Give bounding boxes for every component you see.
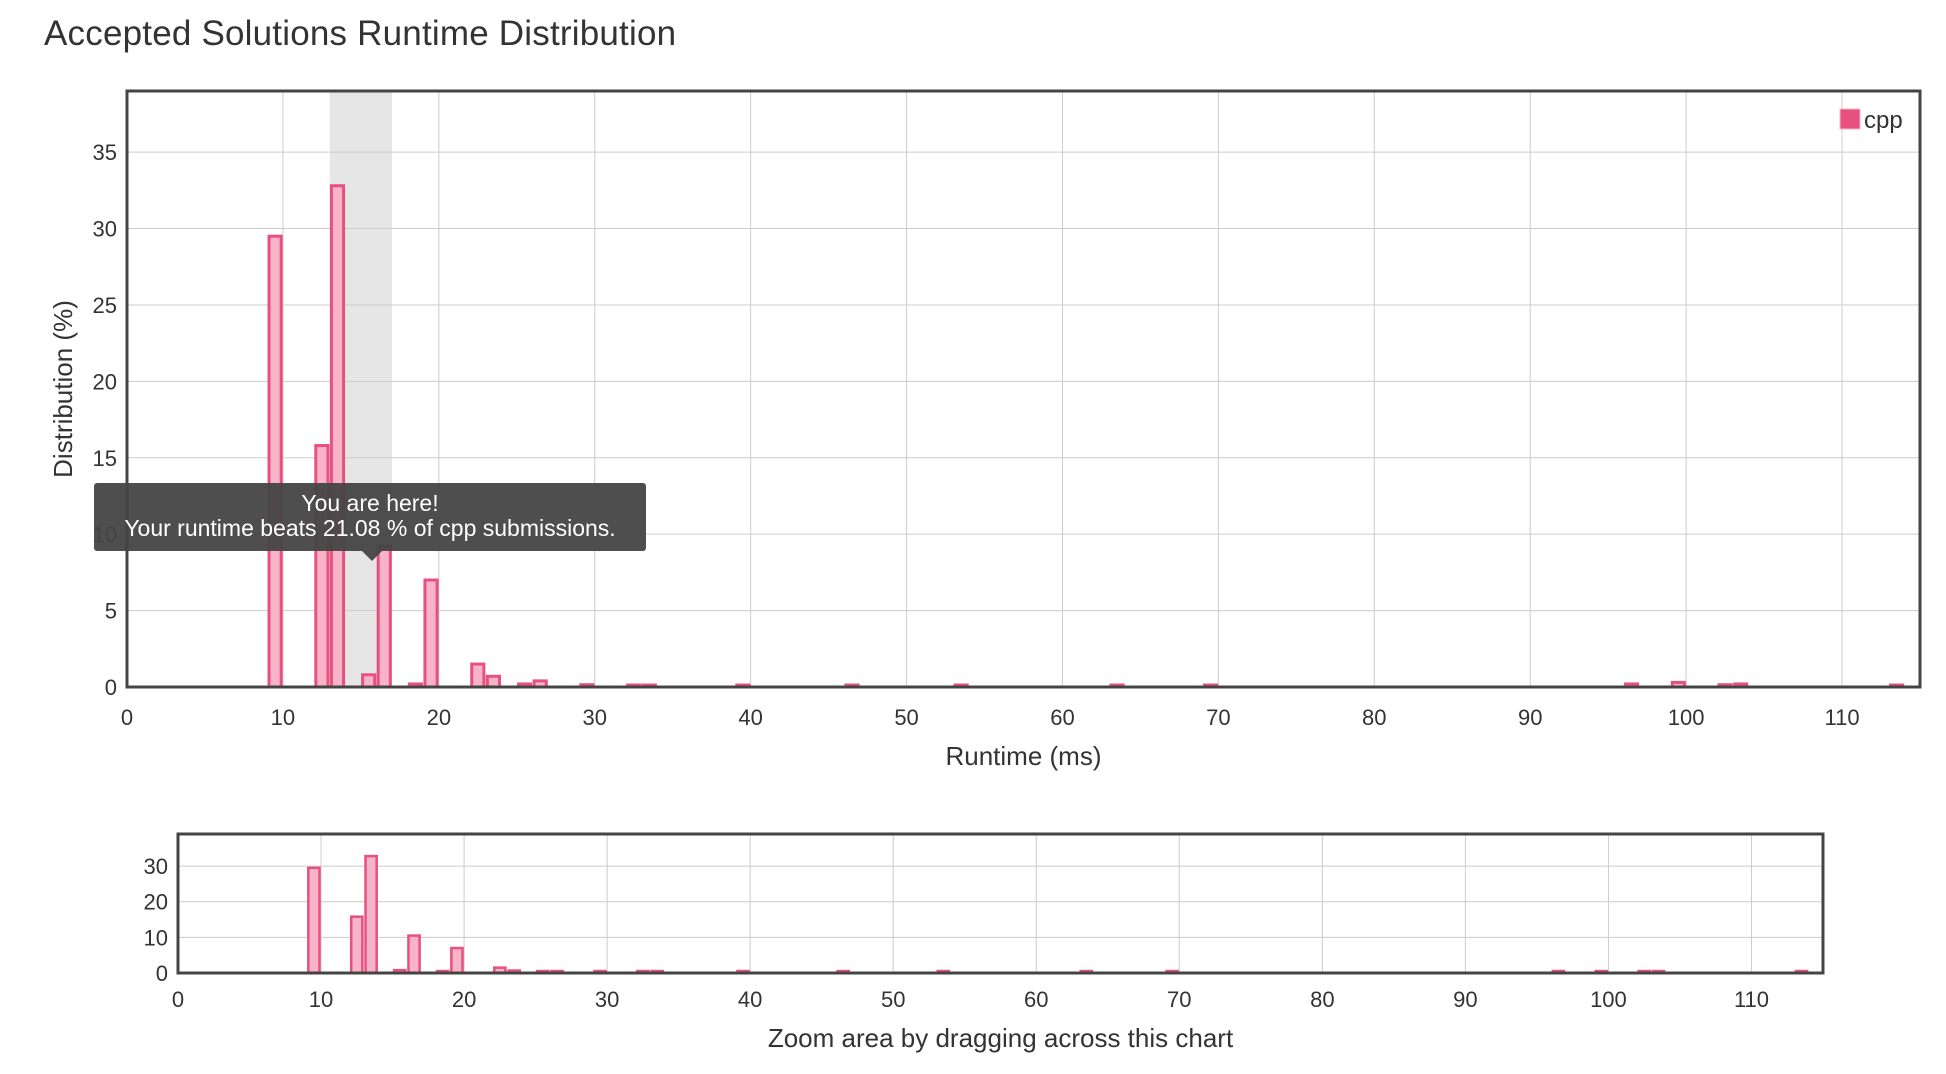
histogram-bar [435,969,450,975]
histogram-bar [392,968,407,975]
histogram-bar [493,966,507,975]
x-tick-label: 80 [1310,987,1334,1012]
x-tick-label: 80 [1362,705,1386,730]
y-tick-label: 25 [93,293,117,318]
x-tick-label: 40 [738,987,762,1012]
x-tick-label: 60 [1024,987,1048,1012]
histogram-bar [1551,969,1566,975]
histogram-bar [1651,969,1666,975]
tooltip-line1: You are here! [301,490,439,516]
histogram-bar [836,969,850,975]
y-tick-label: 10 [144,925,168,950]
histogram-bar [736,969,750,975]
x-tick-label: 40 [738,705,762,730]
x-tick-label: 0 [172,987,184,1012]
x-tick-label: 20 [452,987,476,1012]
histogram-bar [650,969,665,975]
histogram-bar [1637,969,1652,975]
y-tick-label: 0 [156,961,168,986]
x-tick-label: 60 [1050,705,1074,730]
you-are-here-tooltip: You are here! Your runtime beats 21.08 %… [94,483,646,551]
x-tick-label: 70 [1206,705,1230,730]
histogram-bar [550,969,564,975]
histogram-bar [593,969,607,975]
legend-label: cpp [1864,107,1903,134]
x-tick-label: 90 [1518,705,1542,730]
histogram-bar [507,969,521,975]
histogram-bar [267,234,283,689]
x-tick-label: 100 [1590,987,1627,1012]
histogram-bar [349,915,364,975]
y-tick-label: 30 [144,854,168,879]
histogram-bar [1079,969,1094,975]
histogram-bar [450,946,464,975]
x-tick-label: 30 [582,705,606,730]
tooltip-arrow [362,551,382,561]
histogram-bar [485,674,501,689]
histogram-bar [1794,969,1809,975]
x-tick-label: 50 [894,705,918,730]
tooltip-line2: Your runtime beats 21.08 % of cpp submis… [124,515,616,541]
histogram-bar [364,854,378,975]
y-tick-label: 0 [105,675,117,700]
x-tick-label: 50 [881,987,905,1012]
x-tick-label: 100 [1668,705,1705,730]
y-axis-label: Distribution (%) [48,300,78,478]
x-axis-label: Runtime (ms) [945,741,1101,771]
histogram-bar [307,866,321,975]
y-tick-label: 20 [93,369,117,394]
x-tick-label: 10 [271,705,295,730]
plot-frame [125,89,1922,689]
histogram-bar [329,184,346,689]
x-axis-label: Zoom area by dragging across this chart [768,1023,1234,1053]
histogram-bar [1594,969,1609,975]
histogram-bar [936,969,951,975]
histogram-bar [314,444,330,689]
legend-swatch [1839,108,1861,130]
x-tick-label: 110 [1825,705,1860,730]
x-tick-label: 10 [309,987,333,1012]
y-tick-label: 20 [144,890,168,915]
x-tick-label: 70 [1167,987,1191,1012]
main-chart[interactable]: 010203040506070809010011005101520253035R… [0,0,1946,790]
histogram-bar [470,662,486,689]
y-tick-label: 15 [93,446,117,471]
x-tick-label: 20 [427,705,451,730]
y-tick-label: 35 [93,140,117,165]
x-tick-label: 110 [1734,987,1769,1012]
histogram-bar [361,673,377,689]
plot-frame [176,832,1825,975]
histogram-bar [376,544,392,689]
y-tick-label: 30 [93,217,117,242]
histogram-bar [1165,969,1179,975]
histogram-bar [407,934,421,975]
histogram-bar [636,969,650,975]
histogram-bar [535,969,550,975]
x-tick-label: 0 [121,705,133,730]
chart-title: Accepted Solutions Runtime Distribution [44,14,677,53]
x-tick-label: 30 [595,987,619,1012]
y-tick-label: 5 [105,599,117,624]
x-tick-label: 90 [1453,987,1477,1012]
histogram-bar [423,578,439,689]
